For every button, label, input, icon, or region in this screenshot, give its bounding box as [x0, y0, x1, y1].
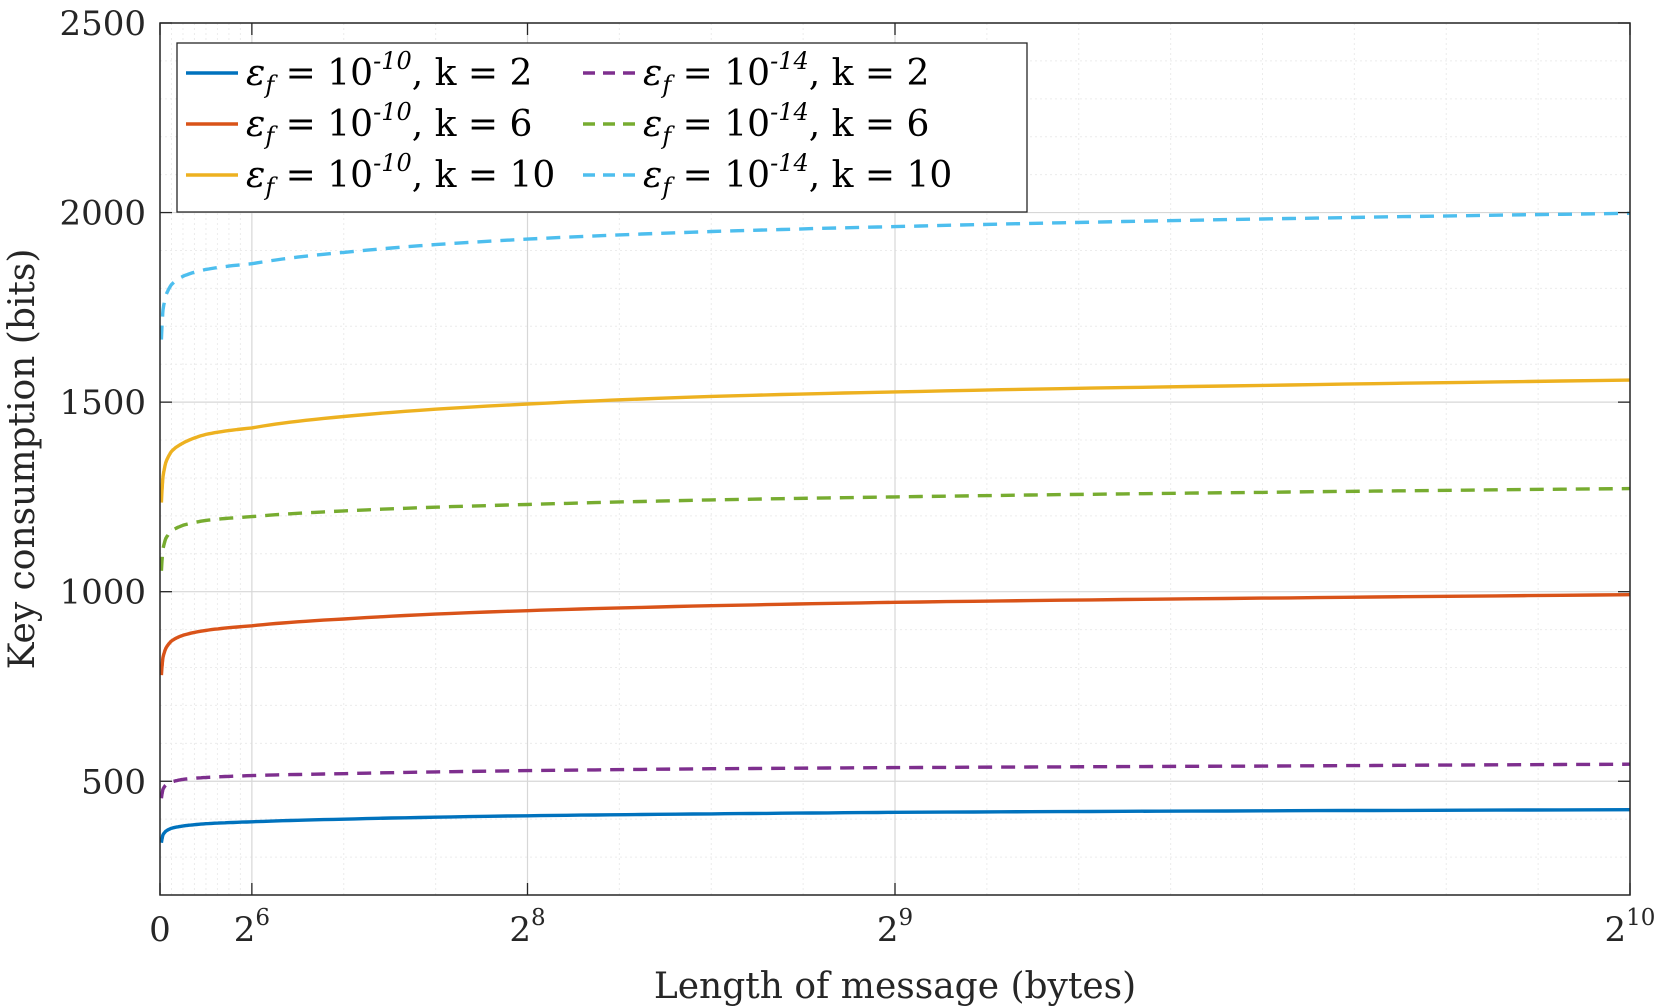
series-lines — [159, 211, 1631, 844]
series-line-5 — [159, 486, 1631, 571]
y-axis-label: Key consumption (bits) — [2, 249, 43, 670]
series-line-4 — [159, 762, 1631, 800]
legend-box — [176, 42, 1028, 213]
x-tick-label: 28 — [509, 905, 545, 950]
x-tick-label: 26 — [234, 905, 270, 950]
series-line-6 — [159, 211, 1631, 340]
y-tick-label: 1500 — [59, 383, 146, 423]
x-axis-label: Length of message (bytes) — [654, 966, 1136, 1007]
y-tick-label: 1000 — [59, 573, 146, 613]
legend-label-2: εf = 10-10, k = 6 — [246, 98, 532, 150]
axis-ticks: 500 1000 1500 2000 2500 0 26 28 29 210 — [59, 4, 1655, 950]
series-line-1 — [159, 808, 1631, 844]
series-line-2 — [159, 593, 1631, 676]
x-tick-label: 0 — [149, 910, 171, 950]
legend: εf = 10-10, k = 2εf = 10-10, k = 6εf = 1… — [176, 42, 1028, 213]
y-tick-label: 2000 — [59, 194, 146, 234]
y-tick-label: 500 — [81, 762, 146, 802]
series-line-3 — [159, 378, 1631, 503]
x-tick-label: 29 — [877, 905, 913, 950]
legend-label-4: εf = 10-14, k = 2 — [643, 47, 929, 99]
x-tick-label: 210 — [1605, 905, 1656, 950]
legend-label-1: εf = 10-10, k = 2 — [246, 47, 532, 99]
y-tick-label: 2500 — [59, 4, 146, 44]
legend-label-5: εf = 10-14, k = 6 — [643, 98, 929, 150]
legend-label-3: εf = 10-10, k = 10 — [246, 149, 555, 201]
legend-label-6: εf = 10-14, k = 10 — [643, 149, 952, 201]
